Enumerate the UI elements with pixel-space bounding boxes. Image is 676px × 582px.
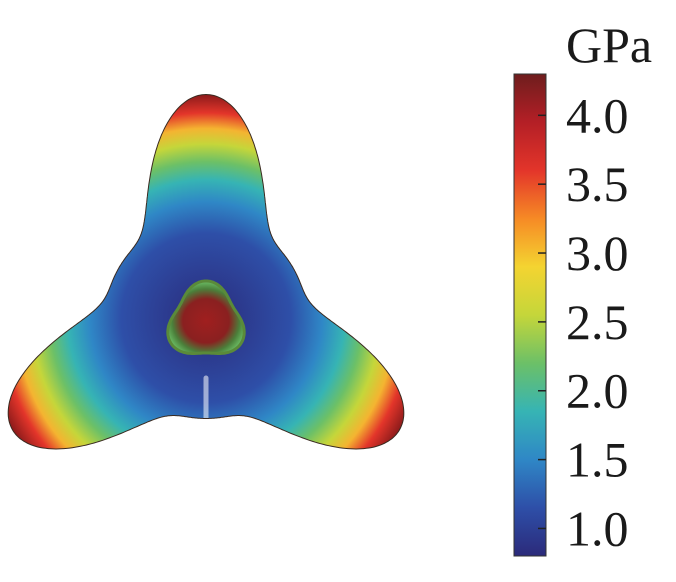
colorbar-tick-label: 1.5 (566, 432, 629, 488)
colorbar-ticks: 4.0 3.5 3.0 2.5 2.0 1.5 1.0 (538, 87, 629, 556)
colorbar-tick-label: 2.0 (566, 363, 629, 419)
colorbar-tick-label: 3.5 (566, 156, 629, 212)
colorbar-bar (513, 73, 547, 557)
colorbar: GPa 4.0 3.5 3.0 2.5 2.0 1.5 1.0 (513, 17, 652, 557)
surface-highlight (25, 213, 79, 246)
colorbar-tick-label: 3.0 (566, 225, 629, 281)
colorbar-unit-label: GPa (566, 17, 652, 73)
colorbar-tick-label: 1.0 (566, 500, 629, 556)
colorbar-tick-label: 2.5 (566, 294, 629, 350)
surface-fill (8, 95, 404, 449)
surface-center-cap (166, 279, 246, 355)
colorbar-tick-label: 4.0 (566, 87, 629, 143)
elastic-modulus-surface (7, 93, 405, 450)
surface-highlight (333, 213, 387, 246)
